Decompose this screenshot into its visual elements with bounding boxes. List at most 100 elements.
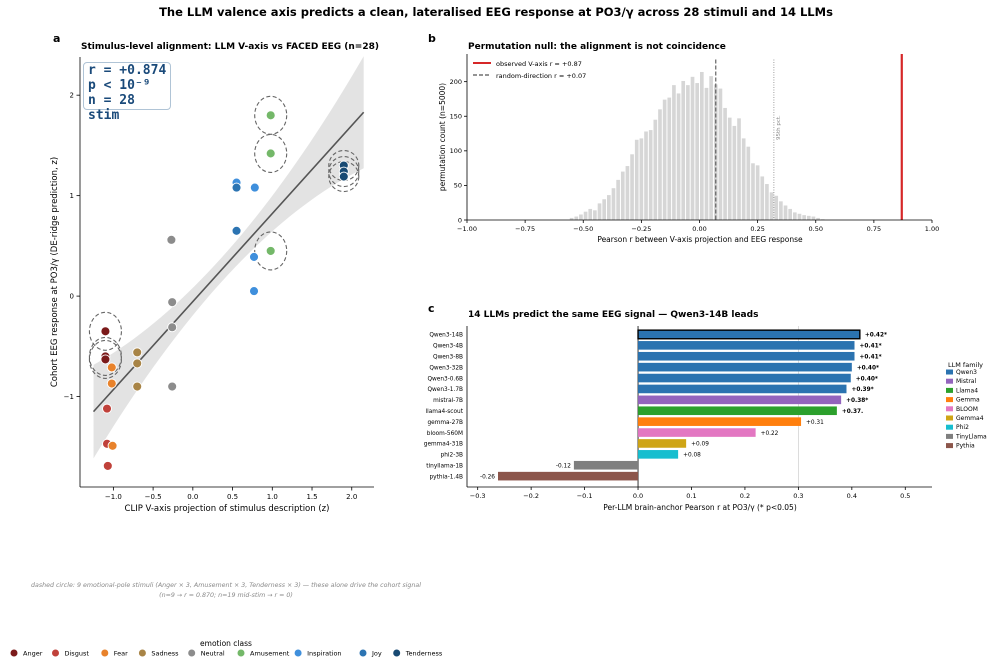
llm-value-label: +0.42* xyxy=(865,333,887,339)
llm-value-label: +0.39* xyxy=(851,387,873,393)
histogram-bar xyxy=(569,217,574,220)
histogram-bar xyxy=(783,205,788,220)
histogram-bar xyxy=(709,76,713,220)
histogram-bar xyxy=(746,146,751,220)
y-tick-label: 0 xyxy=(70,293,74,301)
x-tick-label: −1.0 xyxy=(105,493,122,501)
histogram-bar xyxy=(602,199,606,220)
x-tick-label: 0.5 xyxy=(900,492,910,500)
llm-bar xyxy=(498,471,639,481)
histogram-bar xyxy=(732,125,737,220)
panel-c-xlabel: Per-LLM brain-anchor Pearson r at PO3/γ … xyxy=(603,503,797,512)
scatter-point xyxy=(102,403,112,414)
histogram-bar xyxy=(676,93,681,220)
histogram-bar xyxy=(797,213,802,220)
scatter-point xyxy=(107,440,118,451)
histogram-bar xyxy=(616,179,620,220)
histogram-bar xyxy=(625,166,630,220)
llm-name-label: Qwen3-1.7B xyxy=(427,387,463,393)
family-legend-swatch xyxy=(946,415,953,421)
llm-value-label: -0.26 xyxy=(480,474,495,480)
llm-bar xyxy=(638,406,837,416)
family-legend-swatch xyxy=(946,443,953,449)
llm-bar xyxy=(637,329,861,340)
x-tick-label: −0.2 xyxy=(523,492,539,500)
histogram-bar xyxy=(644,131,648,220)
histogram-bar xyxy=(690,76,695,220)
x-tick-label: −0.5 xyxy=(145,493,162,501)
histogram-bar xyxy=(634,139,639,220)
x-tick-label: −0.25 xyxy=(631,225,651,233)
x-tick-label: 0.2 xyxy=(740,492,750,500)
emotion-legend-label: Anger xyxy=(23,650,43,658)
random-legend-label: random-direction r = +0.07 xyxy=(496,72,586,80)
llm-value-label: +0.08 xyxy=(683,453,701,459)
family-legend-swatch xyxy=(946,433,953,439)
family-legend-label: Llama4 xyxy=(956,387,978,394)
scatter-point xyxy=(249,251,259,262)
histogram-bar xyxy=(648,130,653,220)
llm-name-label: Qwen3-0.6B xyxy=(427,376,463,382)
llm-bar xyxy=(638,439,687,448)
emotion-legend: Anger Disgust Fear Sadness Neutral Amusement I… xyxy=(10,649,443,658)
panel-b-xlabel: Pearson r between V-axis projection and … xyxy=(597,235,803,244)
emotion-legend-marker xyxy=(101,649,109,657)
histogram-bar xyxy=(607,195,611,220)
emotional-pole-circle xyxy=(254,231,288,271)
llm-name-label: gemma4-31B xyxy=(424,442,463,448)
y-tick-label: 2 xyxy=(70,92,74,100)
llm-bar xyxy=(573,460,639,470)
emotion-legend-marker xyxy=(52,649,59,657)
llm-name-label: bloom-560M xyxy=(427,431,463,437)
llm-value-label: +0.40* xyxy=(857,365,879,371)
x-tick-label: −0.50 xyxy=(573,225,593,233)
histogram-bar xyxy=(662,99,667,220)
histogram-bar xyxy=(588,208,593,220)
scatter-point xyxy=(102,460,113,471)
llm-value-label: +0.38* xyxy=(846,398,868,404)
emotional-pole-circle xyxy=(328,161,360,193)
emotion-legend-marker xyxy=(294,649,302,657)
family-legend-label: Gemma xyxy=(956,397,980,404)
scatter-point xyxy=(132,358,143,369)
llm-bar xyxy=(638,351,855,361)
emotion-legend-label: Sadness xyxy=(151,650,179,658)
scatter-point xyxy=(166,234,177,245)
scatter-point xyxy=(167,322,178,333)
figure-title: The LLM valence axis predicts a clean, l… xyxy=(159,5,833,19)
histogram-bar xyxy=(718,88,723,220)
x-tick-label: −0.75 xyxy=(515,225,535,233)
scatter-point xyxy=(249,286,259,297)
llm-name-label: llama4-scout xyxy=(426,409,464,415)
family-legend-label: BLOOM xyxy=(956,406,978,413)
x-tick-label: 0.50 xyxy=(809,225,823,233)
x-tick-label: −1.00 xyxy=(457,225,477,233)
x-tick-label: −0.1 xyxy=(577,492,593,500)
stats-n: n = 28 stim xyxy=(88,93,135,123)
emotional-pole-circle xyxy=(254,133,288,173)
panel-b-title: Permutation null: the alignment is not c… xyxy=(468,42,726,52)
histogram-bar xyxy=(700,71,704,220)
stats-box: r = +0.874 p < 10⁻⁹ n = 28 stim xyxy=(83,62,171,123)
llm-value-label: +0.37. xyxy=(842,409,863,415)
histogram-bar xyxy=(765,184,769,220)
scatter-point xyxy=(265,245,276,256)
panel-a-letter: a xyxy=(53,32,60,45)
llm-bar xyxy=(638,362,852,372)
emotion-legend-label: Disgust xyxy=(65,650,90,658)
family-legend-label: TinyLlama xyxy=(955,433,987,440)
stats-r: r = +0.874 xyxy=(88,63,167,78)
histogram-bar xyxy=(583,211,588,220)
scatter-point xyxy=(265,110,276,121)
observed-legend-label: observed V-axis r = +0.87 xyxy=(496,60,582,68)
emotion-legend-label: Tenderness xyxy=(405,650,443,658)
emotion-legend-title: emotion class xyxy=(200,639,252,648)
emotion-legend-marker xyxy=(237,649,245,657)
emotion-legend-label: Fear xyxy=(114,650,128,658)
llm-bar xyxy=(638,428,756,437)
scatter-point xyxy=(132,381,143,392)
histogram-bar xyxy=(802,215,806,220)
histogram-bar xyxy=(597,203,602,220)
x-tick-label: 0.3 xyxy=(793,492,803,500)
